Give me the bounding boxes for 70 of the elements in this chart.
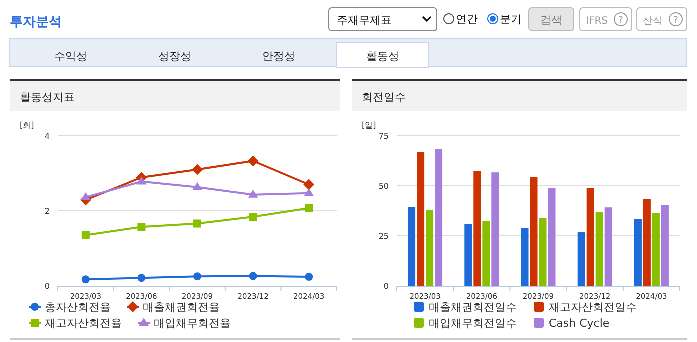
legend-label: 매출채권회전율 (143, 301, 220, 314)
chart-title: 회전일수 (362, 91, 406, 104)
text: ? (674, 16, 679, 26)
point (304, 179, 315, 190)
point (194, 272, 202, 281)
y-axis-title: [일] (362, 121, 376, 130)
y-tick-label: 50 (378, 182, 389, 191)
bar (426, 210, 434, 286)
y-tick-label: 4 (44, 132, 50, 141)
text: 안정성 (262, 50, 296, 63)
point (249, 213, 258, 221)
legend-label: 재고자산회전일수 (549, 301, 637, 314)
legend-label: 매출채권회전일수 (429, 301, 517, 314)
text: 주재무제표 (337, 14, 392, 27)
text: 수익성 (54, 50, 88, 63)
point (192, 182, 202, 190)
bar (596, 212, 604, 286)
bar (521, 228, 529, 286)
point (82, 231, 90, 240)
bar (492, 172, 500, 286)
legend-label: 매입채무회전일수 (429, 317, 517, 330)
bar (482, 221, 490, 286)
bar (652, 213, 660, 286)
bar (548, 188, 556, 286)
y-tick-label: 25 (378, 232, 389, 241)
bar (634, 219, 642, 286)
point (80, 192, 91, 200)
text: 활동성 (366, 50, 400, 63)
text: 검색 (540, 14, 562, 27)
bar (417, 152, 425, 286)
text: 분기 (500, 13, 522, 26)
point (305, 273, 314, 281)
bar (474, 171, 482, 286)
point (82, 276, 90, 284)
point (136, 176, 147, 185)
text: 산식 (643, 16, 663, 27)
text: 성장성 (158, 50, 192, 63)
bar (464, 224, 472, 286)
y-tick-label: 0 (44, 282, 50, 291)
y-tick-label: 75 (378, 132, 389, 141)
text: ? (618, 16, 624, 26)
point (192, 164, 203, 176)
y-tick-label: 0 (384, 282, 389, 291)
legend-label: 매입채무회전율 (154, 317, 231, 330)
text: IFRS (586, 16, 608, 27)
chart-title: 활동성지표 (20, 91, 75, 104)
point (249, 272, 258, 280)
legend-label: 재고자산회전율 (45, 317, 122, 330)
bar (643, 199, 651, 286)
y-axis-title: [회] (20, 121, 34, 130)
bar (530, 177, 538, 286)
legend-label: 총자산회전율 (45, 301, 111, 314)
point (138, 223, 146, 232)
bar (661, 205, 669, 286)
point (138, 274, 146, 282)
point (248, 156, 259, 167)
point (248, 190, 258, 198)
point (194, 220, 202, 228)
y-tick-label: 2 (44, 207, 50, 216)
bar (539, 218, 547, 286)
point (305, 204, 314, 212)
point (304, 188, 314, 196)
legend-label: Cash Cycle (549, 317, 610, 330)
text: 투자분석 (10, 15, 62, 30)
bar (578, 232, 586, 286)
bar (586, 188, 594, 286)
bar (604, 208, 612, 286)
text: 연간 (456, 13, 478, 26)
bar (435, 149, 443, 286)
bar (408, 207, 416, 286)
